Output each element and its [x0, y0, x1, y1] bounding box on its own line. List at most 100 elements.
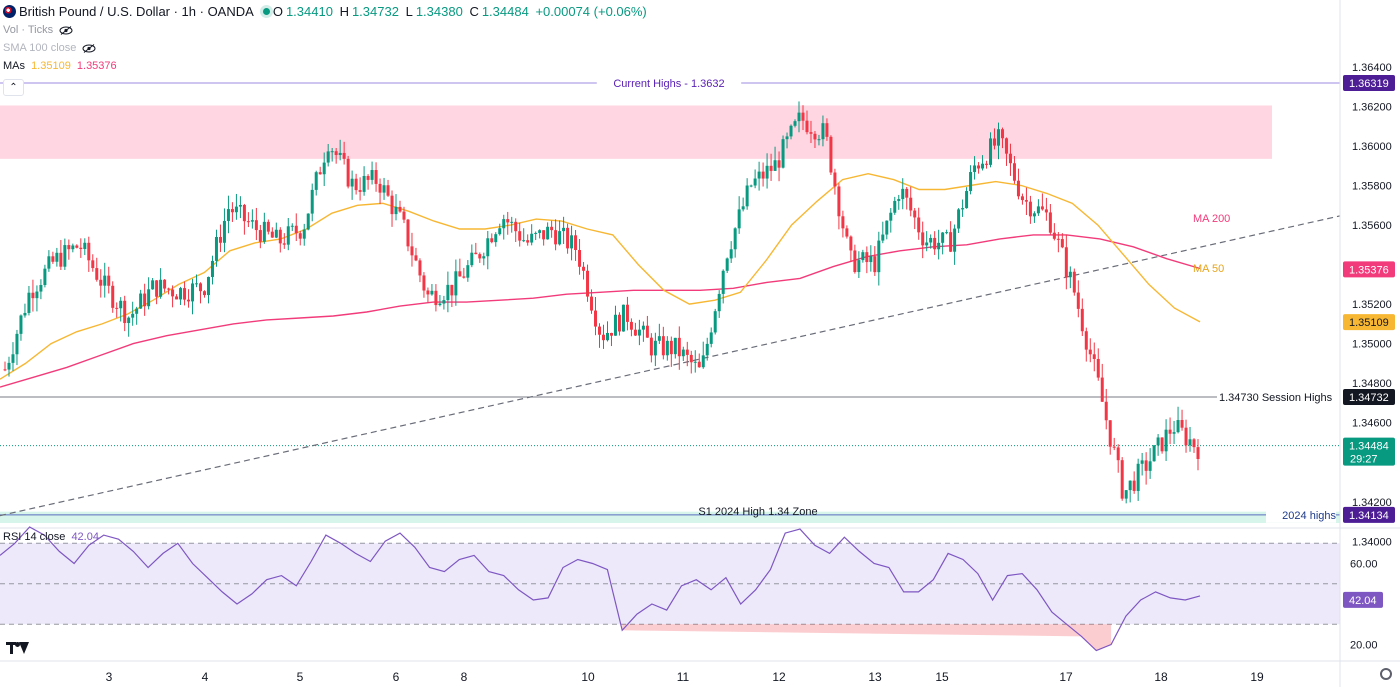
collapse-legend-button[interactable]: ⌃ — [3, 79, 24, 96]
candle-body — [845, 228, 849, 237]
candle-body — [1100, 377, 1104, 402]
candle-body — [171, 289, 175, 297]
candle-body — [953, 228, 957, 252]
close-value: 1.34484 — [481, 4, 529, 19]
candle-body — [206, 276, 210, 296]
candle-body — [139, 293, 143, 309]
candle-body — [629, 321, 633, 330]
candle-body — [406, 219, 410, 247]
candle-body — [55, 252, 59, 262]
mas-legend[interactable]: MAs 1.35109 1.35376 — [3, 59, 120, 74]
candle-body — [1044, 209, 1048, 213]
candle-body — [23, 312, 27, 316]
candle-body — [83, 242, 87, 249]
volume-legend[interactable]: Vol · Ticks — [3, 23, 73, 38]
candle-body — [677, 337, 681, 357]
zone-2024-annotation: S1 2024 High 1.34 Zone — [698, 506, 817, 518]
candle-body — [841, 216, 845, 229]
candle-body — [805, 120, 809, 133]
gbp-usd-flag-icon — [3, 5, 16, 18]
highs-2024-annotation-bg — [1266, 508, 1336, 523]
sma-legend-label: SMA 100 close — [3, 42, 77, 54]
candle-body — [195, 283, 199, 285]
close-label: C — [469, 4, 479, 19]
candle-body — [466, 265, 470, 278]
support-zone-2024 — [0, 511, 1340, 523]
candle-body — [202, 291, 206, 296]
trendline — [0, 215, 1341, 517]
hidden-eye-icon[interactable] — [59, 25, 73, 35]
candle-body — [913, 210, 917, 218]
gear-icon[interactable] — [1380, 668, 1392, 680]
candle-body — [550, 226, 554, 231]
candle-body — [47, 256, 51, 269]
candle-body — [697, 361, 701, 368]
candle-body — [901, 188, 905, 200]
candle-body — [534, 232, 538, 234]
candle-body — [490, 238, 494, 243]
price-axis-tick: 1.34200 — [1352, 497, 1392, 509]
ma50-annotation: MA 50 — [1193, 263, 1224, 275]
candle-body — [31, 292, 35, 299]
candle-body — [7, 362, 11, 370]
candle-body — [641, 325, 645, 330]
candle-body — [1188, 439, 1192, 446]
candle-body — [151, 280, 155, 290]
candle-body — [302, 229, 306, 239]
price-axis-tick: 1.35000 — [1352, 339, 1392, 351]
rsi-legend-label: RSI 14 close — [3, 531, 66, 543]
time-axis-tick: 15 — [935, 670, 949, 684]
candle-body — [1072, 271, 1076, 293]
candle-body — [294, 225, 298, 234]
candle-body — [885, 220, 889, 235]
sma-legend[interactable]: SMA 100 close — [3, 41, 96, 56]
candle-body — [757, 171, 761, 179]
current-highs-annotation-bg — [596, 76, 742, 91]
candle-body — [79, 247, 83, 249]
candle-body — [582, 266, 586, 271]
tradingview-logo-icon[interactable] — [6, 642, 30, 655]
symbol-title[interactable]: British Pound / U.S. Dollar · 1h · OANDA — [19, 4, 254, 19]
candle-body — [609, 332, 613, 336]
candle-body — [709, 332, 713, 344]
candle-body — [1196, 447, 1200, 460]
candle-body — [869, 256, 873, 263]
candle-body — [865, 252, 869, 263]
candle-body — [450, 284, 454, 296]
candle-body — [961, 208, 965, 210]
ma50-badge: 1.35109 — [1349, 317, 1389, 329]
candle-body — [183, 288, 187, 300]
candle-body — [877, 240, 881, 273]
candle-body — [199, 283, 203, 292]
candle-body — [474, 252, 478, 255]
candle-body — [889, 212, 893, 221]
candle-body — [358, 190, 362, 192]
candle-body — [941, 232, 945, 243]
candle-body — [1096, 358, 1100, 378]
candle-body — [306, 213, 310, 230]
candle-body — [542, 230, 546, 240]
candle-body — [753, 178, 757, 186]
rsi-legend[interactable]: RSI 14 close 42.04 — [3, 530, 102, 545]
candle-body — [1104, 401, 1108, 421]
candle-body — [590, 296, 594, 311]
candle-body — [222, 220, 226, 243]
candle-body — [522, 240, 526, 242]
hidden-eye-icon[interactable] — [82, 43, 96, 53]
candle-body — [1084, 331, 1088, 350]
candle-body — [821, 123, 825, 140]
price-axis-tick: 1.35800 — [1352, 181, 1392, 193]
candle-body — [1140, 460, 1144, 464]
candle-body — [131, 313, 135, 318]
candle-body — [586, 270, 590, 297]
candle-body — [123, 300, 127, 324]
highs-2024-badge: 1.34134 — [1349, 510, 1389, 522]
candle-body — [127, 317, 131, 324]
candle-body — [1020, 196, 1024, 201]
candle-body — [59, 252, 63, 267]
ma50-line — [0, 172, 1201, 380]
candle-body — [605, 332, 609, 341]
rsi-axis-tick: 60.00 — [1350, 559, 1378, 571]
candle-body — [354, 178, 358, 191]
